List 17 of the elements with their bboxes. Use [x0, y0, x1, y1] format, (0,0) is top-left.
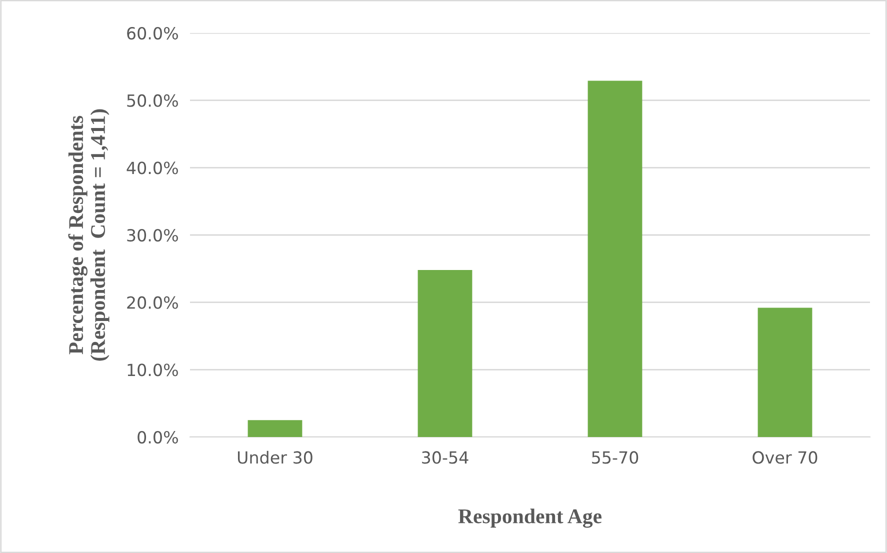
bar [588, 80, 642, 437]
y-tick-label: 40.0% [126, 162, 178, 174]
x-tick-label: 30-54 [422, 451, 468, 464]
bar [248, 420, 302, 437]
x-tick-label: Under 30 [238, 450, 312, 464]
y-tick-label: 50.0% [127, 94, 178, 107]
y-tick-label: 20.0% [127, 296, 178, 309]
y-tick-label: 10.0% [128, 364, 178, 376]
bar [758, 308, 812, 437]
x-axis-title: Respondent Age [458, 508, 602, 528]
y-tick-label: 60.0% [127, 26, 178, 40]
y-axis-title: Percentage of Respondents (Respondent Count = 1,411) [68, 109, 110, 361]
y-tick-label: 30.0% [127, 228, 178, 242]
bar [418, 270, 472, 437]
x-tick-label: 55-70 [592, 451, 638, 464]
y-tick-label: 0.0% [138, 430, 178, 444]
x-tick-label: Over 70 [752, 451, 818, 464]
